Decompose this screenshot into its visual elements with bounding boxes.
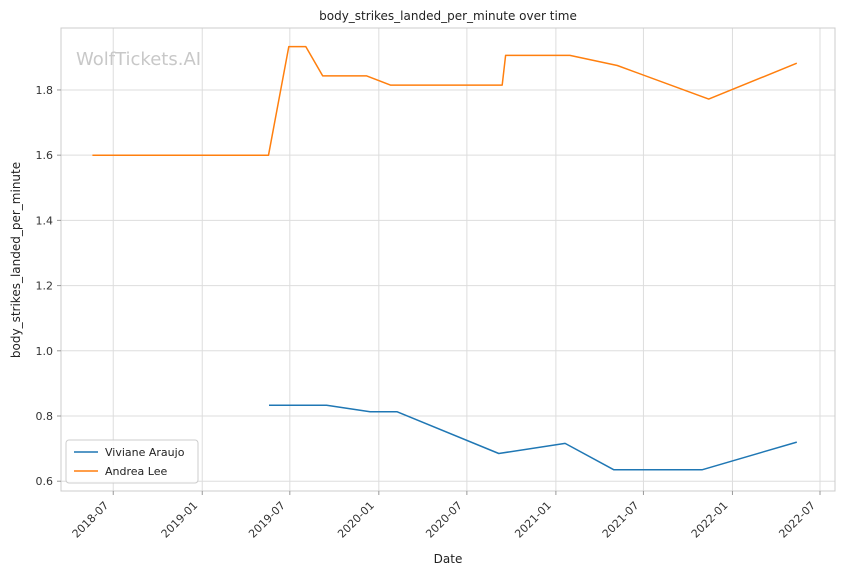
legend-label-1: Andrea Lee: [105, 465, 167, 478]
series-line-1: [92, 45, 798, 156]
watermark: WolfTickets.AI: [76, 49, 201, 70]
y-axis-label: body_strikes_landed_per_minute: [9, 162, 23, 358]
y-tick-label: 1.2: [36, 280, 54, 293]
chart-title: body_strikes_landed_per_minute over time: [319, 9, 577, 23]
x-axis-label: Date: [434, 552, 463, 566]
y-tick-label: 1.8: [36, 84, 54, 97]
grid-lines: [61, 28, 835, 491]
series-layer: [92, 45, 798, 471]
y-tick-label: 1.0: [36, 345, 54, 358]
y-tick-label: 0.8: [36, 410, 54, 423]
legend-box: [65, 439, 199, 484]
legend: Viviane Araujo Andrea Lee: [65, 439, 199, 484]
y-tick-label: 1.4: [36, 214, 54, 227]
y-axis-ticks: 0.6 0.8 1.0 1.2 1.4 1.6 1.8: [36, 84, 61, 488]
series-line-0: [269, 404, 798, 471]
y-tick-label: 1.6: [36, 149, 54, 162]
plot-area: [60, 27, 836, 492]
legend-label-0: Viviane Araujo: [105, 446, 185, 459]
y-tick-label: 0.6: [36, 475, 54, 488]
